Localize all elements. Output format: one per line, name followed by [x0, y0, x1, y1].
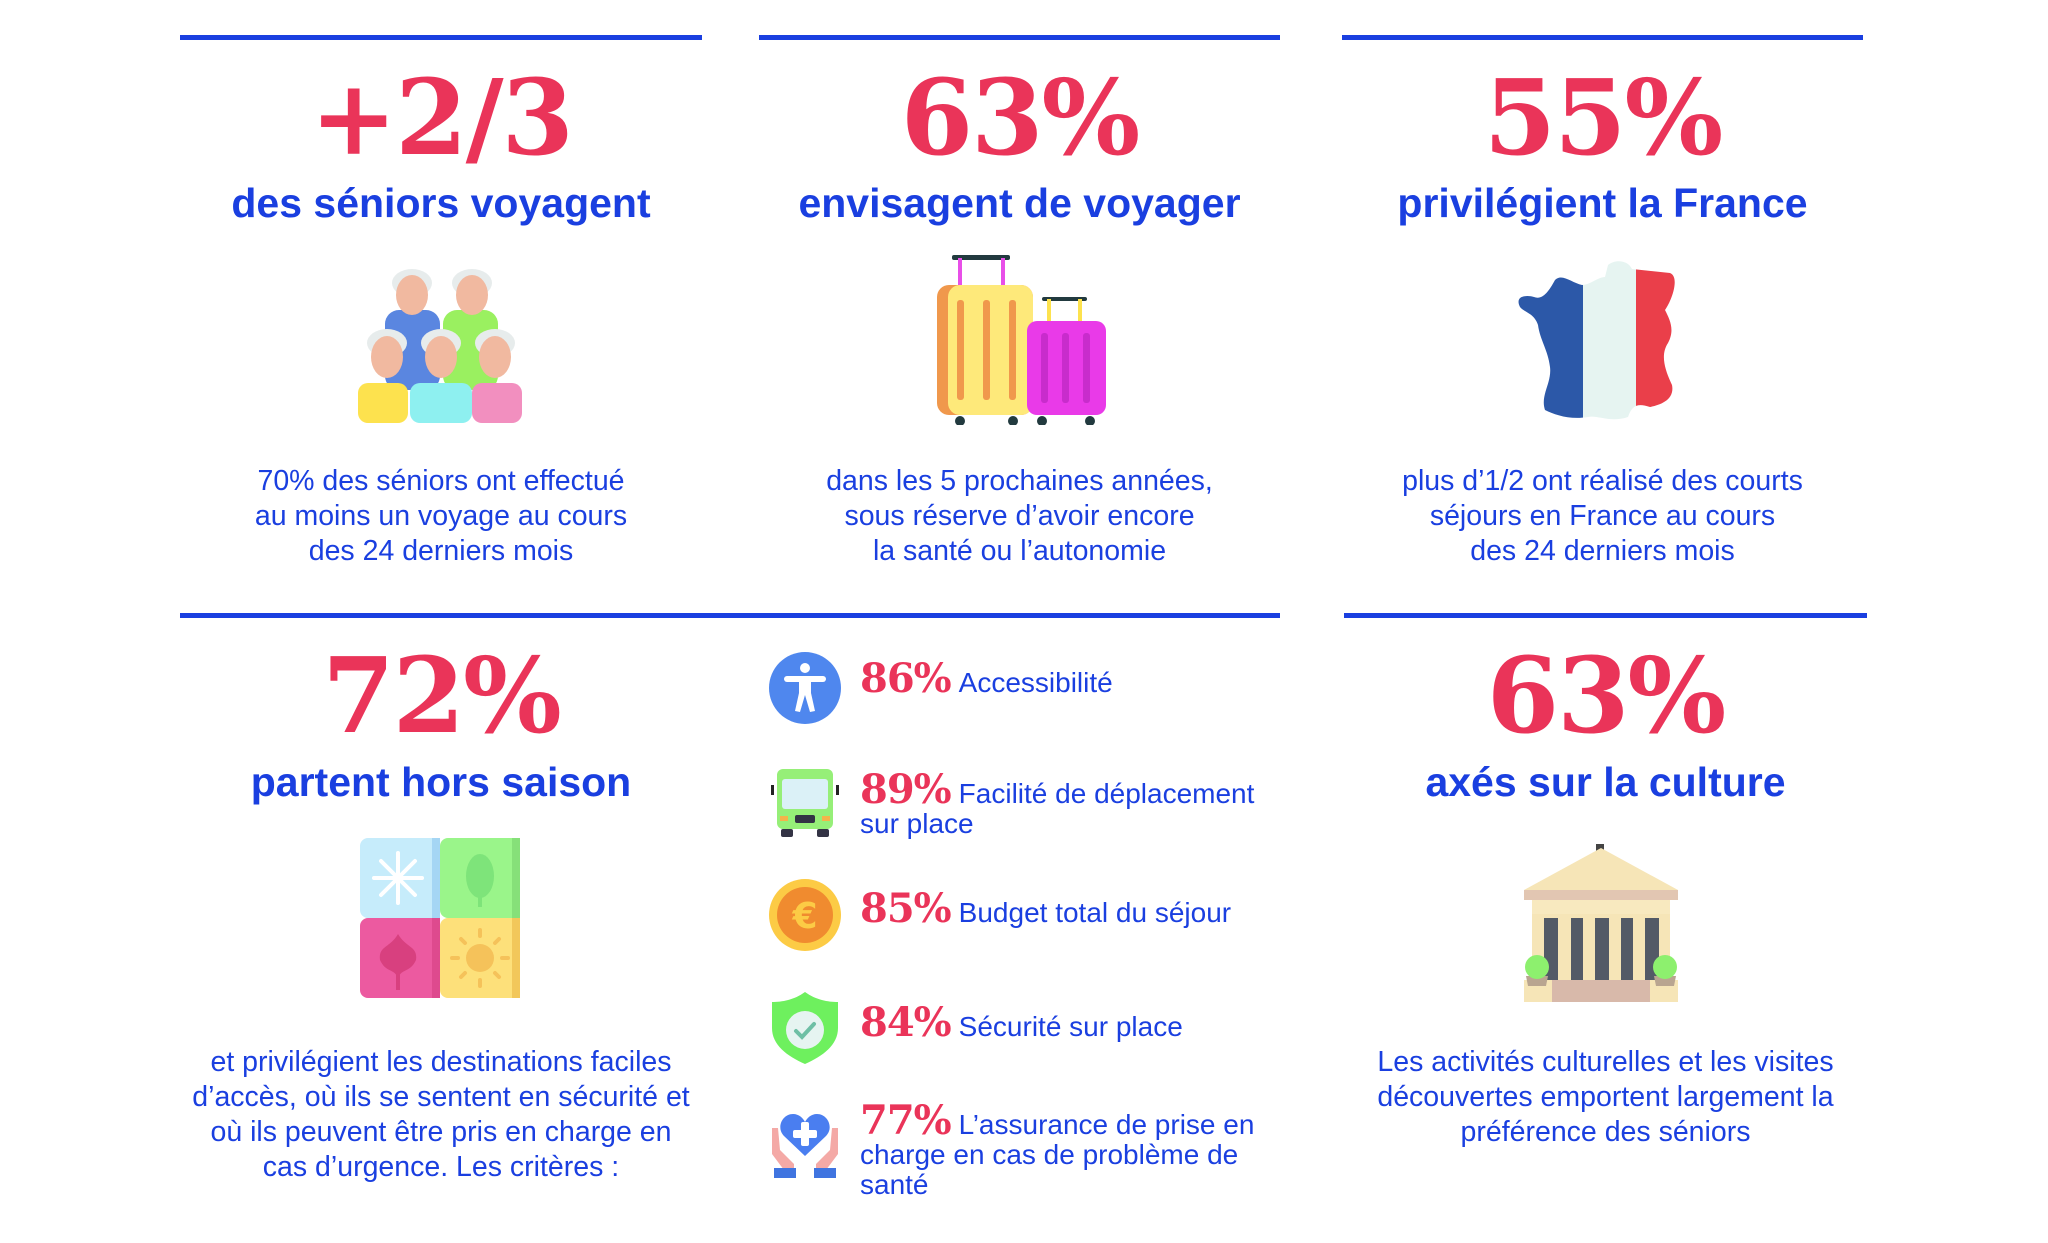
stat-label: partent hors saison	[250, 759, 632, 805]
suitcases-icon	[937, 255, 1106, 425]
criteria-percent: 77%	[860, 1097, 952, 1144]
stat-label: axés sur la culture	[1425, 759, 1786, 805]
criteria-percent: 84%	[860, 999, 952, 1046]
stat-description: plus d’1/2 ont réalisé des courts séjour…	[1402, 465, 1803, 567]
stat-value: 63%	[1486, 634, 1727, 757]
stat-description: et privilégient les destinations faciles…	[192, 1046, 690, 1183]
euro-coin-icon: €	[769, 879, 841, 951]
accessibility-icon	[769, 652, 841, 724]
four-seasons-icon	[360, 838, 520, 998]
criteria-text: Sécurité sur place	[958, 1011, 1183, 1042]
france-flag-map-icon	[1518, 261, 1675, 420]
stat-value: 63%	[900, 56, 1141, 179]
stat-label: envisagent de voyager	[798, 180, 1241, 226]
health-care-hands-icon	[772, 1114, 838, 1178]
stat-label: des séniors voyagent	[231, 180, 651, 226]
bus-icon	[771, 769, 839, 837]
divider-top-3	[1342, 35, 1863, 40]
stat-value: 72%	[322, 634, 562, 757]
criteria-text: L’assurance de prise en charge en cas de…	[860, 1109, 1255, 1200]
divider-top-2	[759, 35, 1280, 40]
stat-value: 55%	[1483, 56, 1724, 179]
stat-description: Les activités culturelles et les visites…	[1377, 1046, 1834, 1148]
criteria-percent: 85%	[860, 885, 952, 932]
criteria-percent: 89%	[860, 766, 952, 813]
museum-icon	[1524, 844, 1678, 1002]
criteria-percent: 86%	[860, 655, 952, 702]
divider-top-1	[180, 35, 702, 40]
criteria-text: Accessibilité	[958, 667, 1113, 698]
divider-middle-2	[1344, 613, 1867, 618]
stat-description: dans les 5 prochaines années, sous réser…	[826, 465, 1213, 567]
senior-group-icon	[358, 269, 522, 423]
criteria-text: Budget total du séjour	[958, 897, 1232, 928]
stat-description: 70% des séniors ont effectué au moins un…	[254, 465, 628, 567]
criteria-text: Facilité de déplacement sur place	[860, 778, 1255, 839]
shield-check-icon	[772, 992, 838, 1064]
stat-label: privilégient la France	[1397, 180, 1808, 226]
divider-middle-1	[180, 613, 1280, 618]
svg-text:€: €	[791, 896, 817, 937]
stat-value: +2/3	[310, 56, 574, 179]
